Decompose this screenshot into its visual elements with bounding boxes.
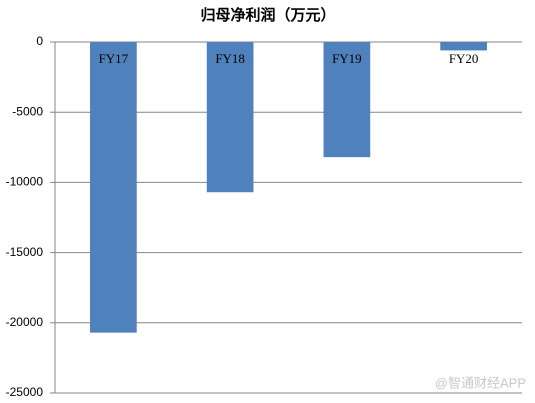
watermark: @智通财经APP [435, 375, 526, 390]
y-tick-label: -20000 [6, 315, 44, 329]
y-tick-label: -15000 [6, 245, 44, 259]
chart-title: 归母净利润（万元） [200, 6, 335, 24]
y-tick-label: -25000 [6, 385, 44, 399]
bar [206, 42, 254, 193]
bar [440, 42, 487, 51]
bar [90, 42, 137, 333]
x-tick-label: FY18 [215, 51, 245, 66]
bar [323, 42, 371, 158]
y-tick-label: 0 [36, 34, 43, 48]
y-tick-label: -5000 [12, 104, 43, 118]
x-tick-label: FY17 [99, 51, 129, 66]
x-tick-label: FY19 [332, 51, 362, 66]
x-tick-label: FY20 [449, 51, 479, 66]
y-tick-label: -10000 [6, 175, 44, 189]
